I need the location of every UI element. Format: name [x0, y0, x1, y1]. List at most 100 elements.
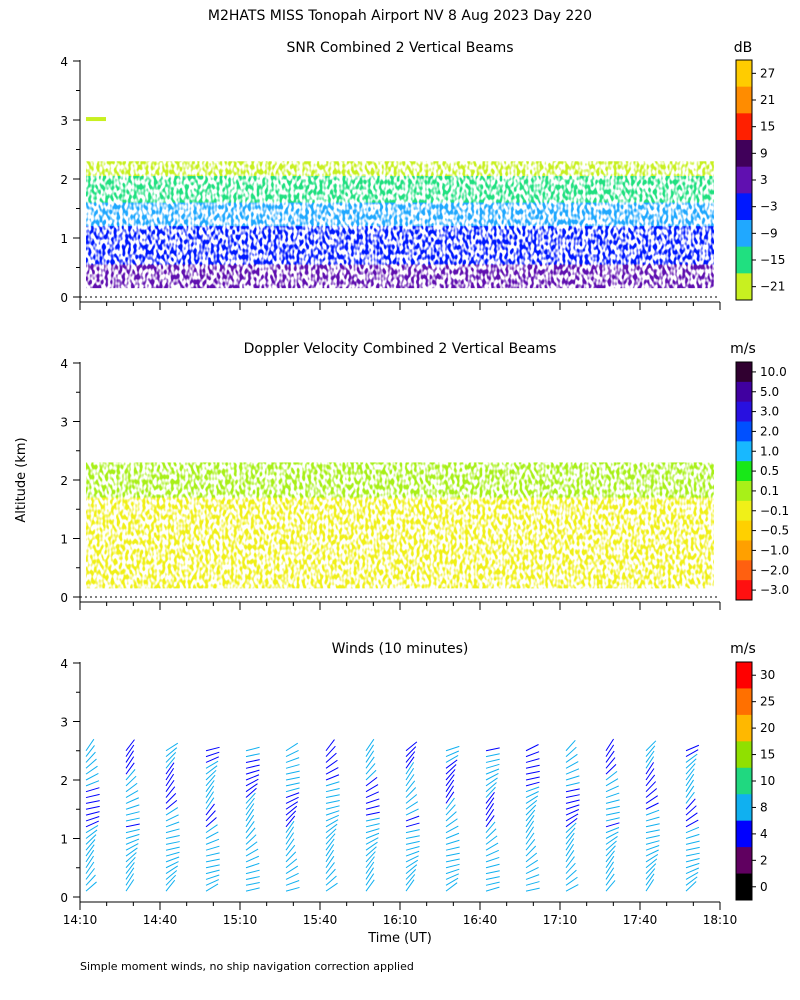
wind-barb-shaft [565, 844, 574, 857]
wind-barb-shaft [405, 835, 420, 839]
wind-barb-shaft [445, 873, 460, 880]
wind-barb-shaft [365, 823, 380, 828]
wind-barb-shaft [285, 838, 295, 851]
wind-barb-shaft [685, 872, 699, 880]
wind-barb-shaft [85, 855, 94, 869]
wind-barb-shaft [445, 818, 458, 828]
wind-barb-shaft [645, 802, 659, 810]
x-tick-label: 14:10 [63, 913, 98, 927]
wind-barb-shaft [165, 835, 180, 839]
wind-barb-shaft [205, 774, 216, 787]
wind-barb-shaft [285, 815, 296, 828]
wind-barb-shaft [285, 749, 299, 758]
wind-barb-shaft [125, 843, 139, 851]
colorbar-swatch [736, 847, 752, 875]
wind-barb-shaft [165, 793, 177, 804]
wind-barb-shaft [485, 777, 498, 787]
wind-barb-shaft [445, 877, 459, 886]
wind-barb-shaft [85, 820, 99, 828]
wind-barb-shaft [85, 839, 96, 851]
wind-barb-shaft [685, 833, 700, 839]
wind-barb-shaft [245, 764, 260, 769]
wind-barb-shaft [485, 808, 495, 822]
y-tick-label: 2 [60, 774, 68, 788]
wind-barb-shaft [645, 809, 660, 816]
wind-barb-shaft [525, 859, 539, 869]
wind-barbs [85, 738, 700, 892]
colorbar-label: −1.0 [760, 543, 789, 557]
wind-barb-shaft [165, 767, 175, 781]
wind-barb-shaft [245, 774, 260, 781]
y-tick-label: 0 [60, 591, 68, 605]
wind-barb-shaft [85, 849, 95, 863]
wind-barb-shaft [605, 811, 620, 816]
x-tick-label: 17:10 [543, 913, 578, 927]
wind-barb-shaft [525, 866, 539, 875]
wind-barb-shaft [605, 822, 620, 828]
wind-barb-shaft [485, 803, 494, 816]
wind-barb-shaft [325, 844, 335, 857]
wind-barb-shaft [205, 769, 217, 781]
wind-barb-shaft [605, 771, 618, 781]
wind-barb-shaft [165, 814, 179, 822]
wind-barb-shaft [245, 887, 260, 892]
wind-barb-shaft [245, 869, 260, 875]
wind-barb-shaft [285, 801, 299, 810]
colorbar-swatch [736, 441, 752, 462]
wind-barb-shaft [565, 822, 577, 834]
wind-barb-shaft [125, 823, 140, 828]
wind-barb-shaft [525, 845, 537, 857]
wind-barb-shaft [445, 858, 460, 863]
wind-barb-shaft [485, 821, 496, 833]
colorbar-label: 0.5 [760, 464, 779, 478]
wind-barb-shaft [485, 797, 495, 810]
wind-barb-shaft [645, 844, 660, 851]
wind-barb-shaft [205, 803, 215, 816]
colorbar-label: −3 [760, 200, 778, 214]
wind-barb-shaft [405, 801, 419, 810]
wind-barb-shaft [565, 804, 580, 810]
wind-barb-shaft [365, 756, 375, 769]
wind-barb-shaft [285, 770, 300, 775]
wind-barb-shaft [685, 846, 700, 851]
x-tick-label: 16:10 [383, 913, 418, 927]
wind-barb-shaft [285, 865, 299, 875]
wind-barb-shaft [325, 800, 340, 804]
wind-barb-shaft [485, 856, 500, 863]
wind-barb-shaft [285, 880, 300, 886]
y-tick-label: 4 [60, 357, 68, 371]
colorbar-swatch [736, 767, 752, 795]
wind-barb-shaft [645, 823, 660, 828]
footnote: Simple moment winds, no ship navigation … [80, 960, 414, 973]
wind-barb-shaft [405, 756, 415, 769]
wind-barb-shaft [565, 809, 580, 816]
wind-barb-shaft [365, 828, 380, 834]
y-tick-label: 3 [60, 114, 68, 128]
wind-barb-shaft [205, 869, 220, 875]
wind-barb-shaft [645, 788, 658, 798]
wind-barb-shaft [445, 804, 456, 816]
wind-barb-shaft [325, 774, 340, 781]
wind-barb-shaft [85, 800, 100, 804]
wind-barb-shaft [325, 882, 338, 892]
wind-barb-shaft [165, 786, 176, 798]
wind-barb-shaft [325, 794, 340, 799]
colorbar-label: −21 [760, 280, 785, 294]
y-tick-label: 4 [60, 657, 68, 671]
wind-barb-shaft [485, 815, 495, 828]
colorbar-swatch [736, 560, 752, 581]
wind-barb-shaft [405, 787, 417, 798]
wind-barb-shaft [125, 739, 135, 752]
y-tick-label: 0 [60, 291, 68, 305]
colorbar-label: −0.1 [760, 504, 789, 518]
wind-barb-shaft [365, 744, 374, 757]
wind-barb-shaft [525, 781, 540, 787]
wind-barb-shaft [565, 746, 577, 757]
colorbar-swatch [736, 794, 752, 822]
wind-barb-shaft [405, 794, 418, 804]
wind-barb-shaft [245, 808, 254, 822]
wind-barb-shaft [525, 764, 540, 769]
wind-barb-shaft [125, 797, 140, 804]
wind-barb-shaft [485, 876, 500, 880]
wind-barb-shaft [85, 745, 95, 757]
